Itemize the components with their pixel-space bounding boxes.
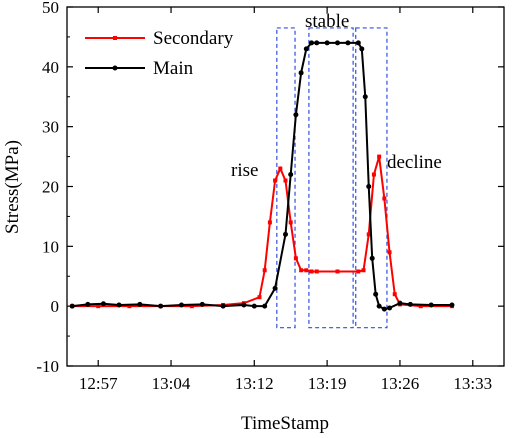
data-point-secondary xyxy=(366,232,371,237)
data-point-main xyxy=(373,291,379,297)
y-tick-label: 0 xyxy=(51,297,60,316)
x-axis-title: TimeStamp xyxy=(241,413,329,434)
data-point-main xyxy=(324,40,330,46)
y-tick-label: 40 xyxy=(42,58,59,77)
legend-label-secondary: Secondary xyxy=(153,28,234,49)
data-point-main xyxy=(428,302,434,308)
data-point-secondary xyxy=(356,269,361,274)
series-line-secondary xyxy=(72,156,452,308)
axis-ticks: -10 0 10 20 30 40 50 12:57 13:04 13:12 13:19 13:26 1… xyxy=(36,0,504,393)
x-tick-label: 13:12 xyxy=(235,374,274,393)
y-tick-label: -10 xyxy=(36,357,59,376)
legend: Secondary Main xyxy=(85,28,234,79)
data-point-main xyxy=(158,303,164,309)
data-point-main xyxy=(69,303,75,309)
data-point-main xyxy=(369,255,375,261)
data-point-secondary xyxy=(314,269,319,274)
data-point-main xyxy=(359,46,365,52)
y-tick-label: 20 xyxy=(42,178,59,197)
data-point-main xyxy=(381,306,387,312)
data-point-main xyxy=(335,40,341,46)
x-tick-label: 13:19 xyxy=(308,374,347,393)
y-tick-label: 10 xyxy=(42,237,59,256)
data-point-main xyxy=(241,302,247,308)
data-point-secondary xyxy=(127,304,132,309)
x-tick-label: 12:57 xyxy=(79,374,118,393)
data-point-secondary xyxy=(382,196,387,201)
annotation-decline: decline xyxy=(387,152,442,173)
data-point-secondary xyxy=(273,178,278,183)
region-decline xyxy=(355,27,388,329)
data-point-main xyxy=(293,112,299,118)
x-tick-label: 13:04 xyxy=(152,374,191,393)
data-point-main xyxy=(220,303,226,309)
data-point-main xyxy=(387,305,393,311)
data-point-secondary xyxy=(361,268,366,273)
data-point-secondary xyxy=(288,220,293,225)
data-point-main xyxy=(298,70,304,76)
data-point-main xyxy=(376,303,382,309)
data-point-main xyxy=(283,231,288,237)
annotation-rise: rise xyxy=(231,160,258,181)
data-point-main xyxy=(85,301,91,307)
data-point-secondary xyxy=(299,268,304,273)
data-point-main xyxy=(199,301,205,307)
data-point-main xyxy=(314,40,320,46)
data-point-secondary xyxy=(309,269,314,274)
data-point-secondary xyxy=(278,166,283,171)
data-point-secondary xyxy=(262,268,267,273)
data-point-main xyxy=(407,301,413,307)
phase-regions xyxy=(276,27,388,329)
region-rise xyxy=(276,27,296,329)
data-point-secondary xyxy=(418,304,423,309)
data-point-main xyxy=(362,94,368,100)
data-point-secondary xyxy=(257,295,262,300)
data-point-main xyxy=(178,302,184,308)
y-tick-label: 30 xyxy=(42,118,59,137)
data-point-secondary xyxy=(387,250,392,255)
data-point-main xyxy=(100,301,106,307)
legend-label-main: Main xyxy=(153,58,194,79)
data-point-secondary xyxy=(96,304,101,309)
data-point-main xyxy=(116,302,122,308)
legend-marker-secondary xyxy=(113,36,117,40)
data-point-main xyxy=(345,40,351,46)
data-point-secondary xyxy=(267,220,272,225)
x-tick-label: 13:26 xyxy=(381,374,420,393)
x-tick-label: 13:33 xyxy=(453,374,492,393)
data-point-main xyxy=(288,172,294,178)
data-point-secondary xyxy=(293,256,298,261)
annotation-stable: stable xyxy=(305,11,349,32)
data-point-main xyxy=(303,46,309,52)
data-point-main xyxy=(262,303,268,309)
data-point-secondary xyxy=(371,172,376,177)
legend-marker-main xyxy=(112,65,118,71)
data-point-main xyxy=(355,40,361,46)
data-point-main xyxy=(449,302,455,308)
data-point-main xyxy=(251,303,257,309)
y-axis-title: Stress(MPa) xyxy=(2,140,23,234)
series-layer xyxy=(69,40,455,312)
data-point-secondary xyxy=(283,178,288,183)
region-stable xyxy=(308,27,354,329)
data-point-secondary xyxy=(335,269,340,274)
data-point-main xyxy=(272,285,278,291)
data-point-secondary xyxy=(377,154,382,159)
data-point-secondary xyxy=(304,268,309,273)
data-point-main xyxy=(397,300,403,306)
data-point-main xyxy=(137,301,143,307)
data-point-secondary xyxy=(189,304,194,309)
data-point-secondary xyxy=(392,292,397,297)
data-point-main xyxy=(366,184,372,189)
series-line-main xyxy=(72,41,452,311)
data-point-main xyxy=(309,40,315,46)
y-tick-label: 50 xyxy=(42,0,59,17)
